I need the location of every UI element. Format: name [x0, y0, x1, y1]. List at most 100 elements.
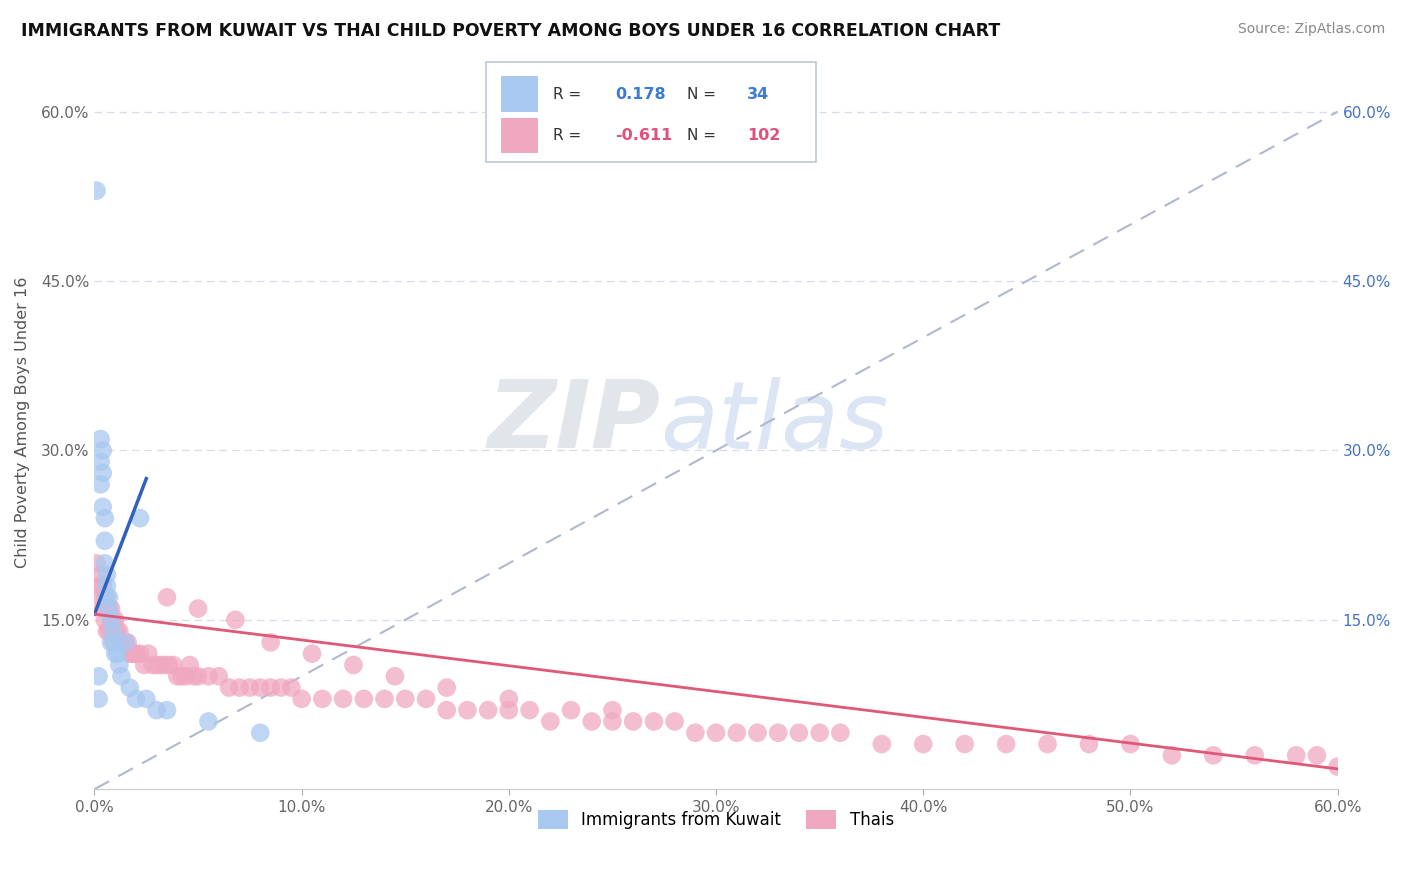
Point	[228, 681, 250, 695]
Point	[117, 635, 139, 649]
Text: atlas: atlas	[659, 376, 889, 467]
Point	[1285, 748, 1308, 763]
Point	[187, 601, 209, 615]
Point	[94, 591, 117, 605]
Point	[114, 635, 136, 649]
Text: R =: R =	[553, 87, 582, 102]
Point	[1078, 737, 1101, 751]
Point	[1119, 737, 1142, 751]
Point	[105, 624, 128, 639]
Point	[156, 591, 179, 605]
Point	[187, 669, 209, 683]
Point	[1202, 748, 1225, 763]
Point	[162, 658, 184, 673]
Point	[90, 455, 112, 469]
Point	[560, 703, 582, 717]
Point	[90, 432, 112, 446]
Point	[122, 647, 145, 661]
Point	[174, 669, 197, 683]
Point	[498, 703, 520, 717]
Point	[621, 714, 644, 729]
Point	[104, 613, 127, 627]
Point	[270, 681, 292, 695]
Text: N =: N =	[688, 87, 717, 102]
Point	[87, 669, 110, 683]
Point	[87, 579, 110, 593]
Point	[538, 714, 561, 729]
Point	[1036, 737, 1059, 751]
Point	[224, 613, 246, 627]
Text: -0.611: -0.611	[616, 128, 672, 143]
Point	[436, 681, 458, 695]
Point	[157, 658, 180, 673]
Point	[138, 647, 160, 661]
Point	[766, 725, 789, 739]
Point	[208, 669, 231, 683]
Point	[808, 725, 831, 739]
Point	[125, 647, 148, 661]
Point	[1326, 759, 1348, 773]
Point	[112, 635, 135, 649]
Point	[91, 601, 114, 615]
Point	[311, 691, 333, 706]
Point	[166, 669, 188, 683]
Point	[197, 669, 219, 683]
Point	[90, 567, 112, 582]
Point	[156, 703, 179, 717]
Point	[664, 714, 686, 729]
Point	[747, 725, 769, 739]
FancyBboxPatch shape	[486, 62, 815, 161]
Point	[108, 624, 131, 639]
Point	[100, 601, 122, 615]
Point	[149, 658, 172, 673]
Point	[98, 601, 121, 615]
Point	[96, 567, 118, 582]
Point	[787, 725, 810, 739]
Point	[218, 681, 240, 695]
Point	[301, 647, 323, 661]
Point	[374, 691, 396, 706]
Point	[86, 184, 108, 198]
Point	[86, 557, 108, 571]
Point	[94, 533, 117, 548]
Point	[332, 691, 354, 706]
Point	[519, 703, 541, 717]
Point	[98, 591, 121, 605]
Point	[141, 658, 163, 673]
Point	[101, 613, 124, 627]
Point	[101, 624, 124, 639]
Point	[94, 557, 117, 571]
Point	[129, 647, 152, 661]
Point	[118, 647, 141, 661]
Point	[100, 635, 122, 649]
Point	[1306, 748, 1329, 763]
Point	[415, 691, 437, 706]
Text: N =: N =	[688, 128, 717, 143]
Point	[98, 601, 121, 615]
Point	[436, 703, 458, 717]
Point	[995, 737, 1018, 751]
Point	[725, 725, 748, 739]
Point	[170, 669, 193, 683]
Point	[94, 511, 117, 525]
Point	[602, 714, 624, 729]
Point	[183, 669, 205, 683]
Y-axis label: Child Poverty Among Boys Under 16: Child Poverty Among Boys Under 16	[15, 277, 30, 568]
Point	[105, 647, 128, 661]
Point	[456, 703, 478, 717]
Point	[394, 691, 416, 706]
Point	[197, 714, 219, 729]
Point	[1243, 748, 1265, 763]
Point	[602, 703, 624, 717]
Point	[239, 681, 262, 695]
Point	[581, 714, 603, 729]
Point	[114, 635, 136, 649]
Bar	[501, 118, 538, 153]
Point	[342, 658, 364, 673]
Point	[498, 691, 520, 706]
Point	[101, 635, 124, 649]
Point	[118, 681, 141, 695]
Point	[384, 669, 406, 683]
Point	[145, 703, 167, 717]
Point	[643, 714, 665, 729]
